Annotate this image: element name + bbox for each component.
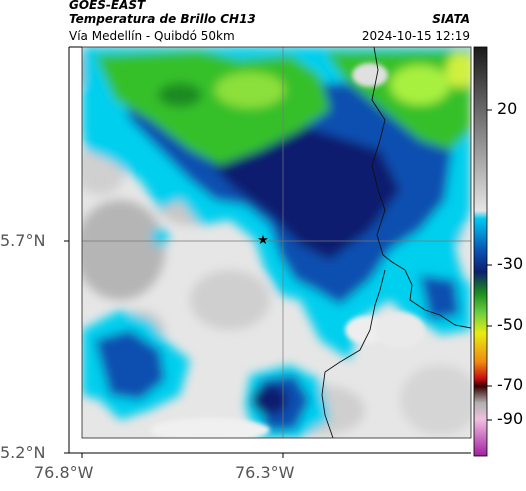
star-marker: ★: [257, 233, 269, 248]
satellite-image: ★: [82, 47, 471, 438]
colorbar-label-minus-30: -30: [497, 254, 524, 273]
product-title: Temperatura de Brillo CH13: [69, 12, 256, 26]
colorbar-label-20: 20: [497, 99, 518, 118]
colorbar-label-minus-90: -90: [497, 409, 524, 428]
colorbar: [473, 46, 492, 457]
lat-label-5-7: 5.7°N: [0, 231, 46, 250]
map-frame: [81, 46, 472, 439]
boundary-line-north: [371, 47, 471, 329]
lat-label-5-2: 5.2°N: [0, 443, 46, 462]
lon-label-76-8: 76.8°W: [34, 463, 94, 482]
boundary-line-south: [321, 269, 386, 438]
route-subtitle: Vía Medellín - Quibdó 50km: [69, 29, 235, 43]
satellite-name: GOES-EAST: [69, 0, 146, 12]
colorbar-label-minus-50: -50: [497, 315, 524, 334]
colorbar-label-minus-70: -70: [497, 375, 524, 394]
timestamp-label: 2024-10-15 12:19: [361, 29, 470, 43]
brand-label: SIATA: [432, 12, 470, 26]
lon-label-76-3: 76.3°W: [235, 463, 295, 482]
